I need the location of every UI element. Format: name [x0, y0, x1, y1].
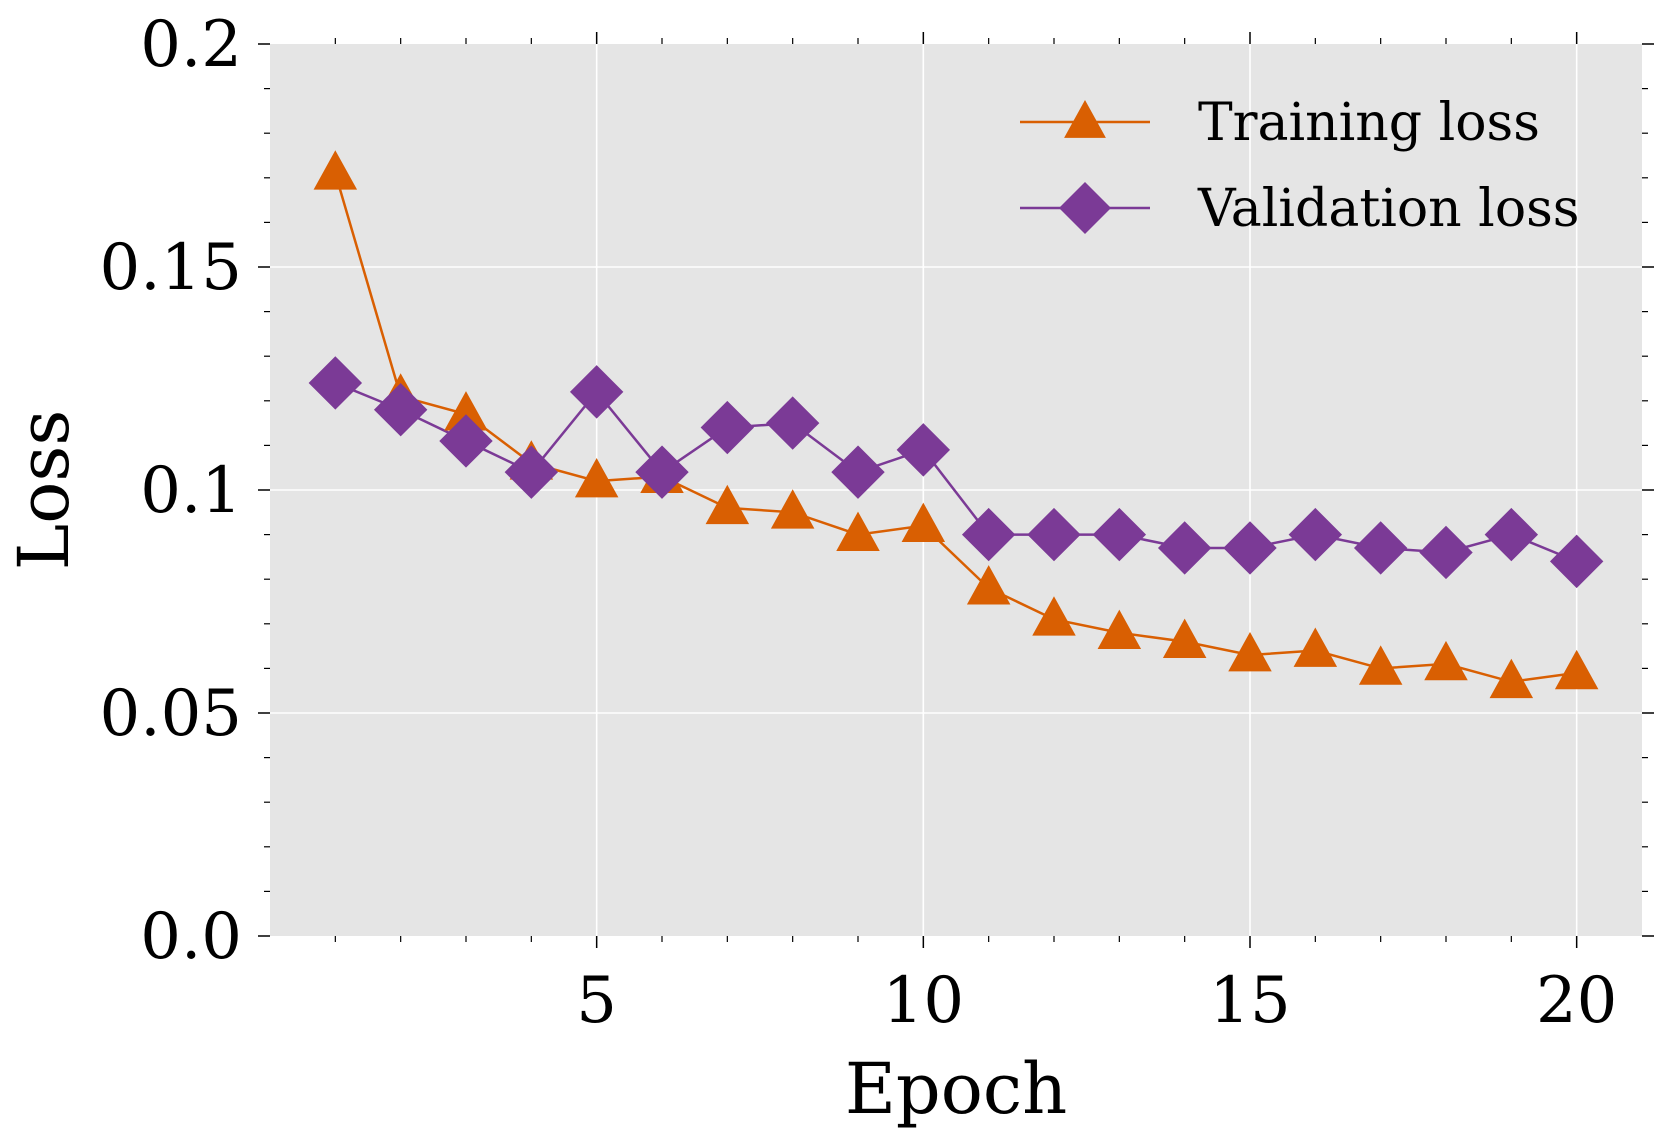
training-point [1489, 658, 1534, 699]
x-tick-labels: 5 10 15 20 [576, 964, 1617, 1038]
validation-point [1549, 534, 1604, 589]
validation-point [308, 356, 363, 410]
validation-point [896, 423, 951, 477]
validation-point [1353, 521, 1408, 575]
training-point [770, 489, 815, 529]
validation-point [961, 507, 1016, 562]
y-tick-label: 0.0 [140, 900, 242, 974]
validation-point [1288, 507, 1343, 562]
legend-marker-training [1064, 100, 1106, 138]
x-axis-label: Epoch [845, 1048, 1067, 1130]
y-tick-label: 0.2 [140, 8, 242, 82]
x-tick-label: 5 [576, 964, 617, 1038]
series-markers [308, 150, 1604, 699]
validation-point [1157, 521, 1212, 575]
training-point [1162, 618, 1207, 658]
validation-point [569, 365, 624, 419]
y-tick-label: 0.05 [100, 677, 243, 751]
validation-point [1092, 507, 1147, 562]
training-point [574, 458, 619, 498]
validation-point [504, 445, 559, 499]
legend-label-training: Training loss [1198, 93, 1540, 153]
training-point [1293, 627, 1338, 667]
training-point [1554, 649, 1599, 690]
validation-point [373, 383, 428, 437]
validation-point [1419, 525, 1473, 580]
major-ticks [258, 32, 1654, 948]
validation-point [1027, 507, 1081, 562]
training-point [313, 150, 358, 190]
y-axis-label: Loss [3, 410, 85, 570]
training-point [966, 565, 1011, 605]
training-point [1358, 645, 1403, 685]
validation-point [439, 414, 493, 468]
training-point [901, 502, 946, 543]
training-point [1097, 609, 1142, 650]
validation-point [765, 396, 820, 450]
y-tick-labels: 0.0 0.05 0.1 0.15 0.2 [100, 8, 243, 974]
y-tick-label: 0.15 [100, 231, 243, 305]
x-tick-label: 15 [1209, 964, 1290, 1038]
training-point [1228, 631, 1272, 672]
training-point [836, 511, 880, 551]
training-point [1032, 596, 1076, 636]
legend: Training loss Validation loss [1020, 93, 1580, 239]
grid [270, 44, 1642, 936]
x-tick-label: 10 [883, 964, 964, 1038]
x-tick-label: 20 [1536, 964, 1617, 1038]
training-point [1424, 640, 1468, 681]
y-tick-label: 0.1 [140, 454, 242, 528]
training-point [705, 484, 750, 525]
legend-marker-validation [1059, 182, 1111, 234]
validation-point [1223, 521, 1277, 575]
validation-point [700, 400, 755, 455]
validation-point [635, 445, 689, 499]
validation-point [831, 445, 885, 499]
minor-ticks [264, 38, 1648, 942]
validation-point [1484, 507, 1539, 562]
legend-label-validation: Validation loss [1197, 179, 1580, 239]
